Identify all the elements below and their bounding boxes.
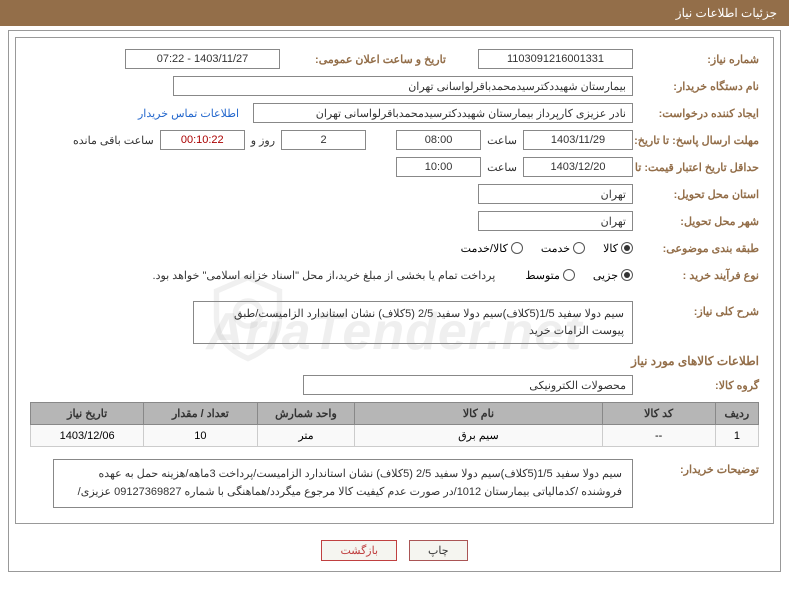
label-buyer-org: نام دستگاه خریدار: <box>639 80 759 93</box>
radio-label: کالا/خدمت <box>461 242 508 255</box>
cell-unit: متر <box>257 425 355 447</box>
content-panel: AriaTender.net شماره نیاز: 1103091216001… <box>15 37 774 524</box>
field-deadline-date: 1403/11/29 <box>523 130 633 150</box>
th-row: ردیف <box>715 403 758 425</box>
row-city: شهر محل تحویل: تهران <box>30 210 759 232</box>
footer-buttons: چاپ بازگشت <box>9 530 780 571</box>
payment-note: پرداخت تمام یا بخشی از مبلغ خرید،از محل … <box>153 269 496 282</box>
label-request-number: شماره نیاز: <box>639 53 759 66</box>
label-saat-2: ساعت <box>487 161 517 174</box>
label-announce-datetime: تاریخ و ساعت اعلان عمومی: <box>286 53 446 66</box>
cell-code: -- <box>602 425 715 447</box>
label-goods-group: گروه کالا: <box>639 379 759 392</box>
row-description: شرح کلی نیاز: سیم دولا سفید 1/5(5کلاف)سی… <box>30 301 759 344</box>
radio-icon <box>621 242 633 254</box>
label-category: طبقه بندی موضوعی: <box>639 242 759 255</box>
radio-group-process: جزیی متوسط <box>525 269 633 282</box>
field-announce-datetime: 1403/11/27 - 07:22 <box>125 49 280 69</box>
radio-category-service[interactable]: خدمت <box>541 242 585 255</box>
th-unit: واحد شمارش <box>257 403 355 425</box>
radio-category-both[interactable]: کالا/خدمت <box>461 242 523 255</box>
back-button[interactable]: بازگشت <box>321 540 397 561</box>
field-description: سیم دولا سفید 1/5(5کلاف)سیم دولا سفید 2/… <box>193 301 633 344</box>
radio-icon <box>621 269 633 281</box>
cell-name: سیم برق <box>355 425 602 447</box>
radio-label: متوسط <box>525 269 560 282</box>
page-title: جزئیات اطلاعات نیاز <box>676 6 777 20</box>
field-city: تهران <box>478 211 633 231</box>
field-buyer-notes: سیم دولا سفید 1/5(5کلاف)سیم دولا سفید 2/… <box>53 459 633 508</box>
radio-group-category: کالا خدمت کالا/خدمت <box>461 242 633 255</box>
label-process: نوع فرآیند خرید : <box>639 269 759 282</box>
print-button[interactable]: چاپ <box>409 540 468 561</box>
cell-date: 1403/12/06 <box>31 425 144 447</box>
radio-label: جزیی <box>593 269 618 282</box>
table-row: 1 -- سیم برق متر 10 1403/12/06 <box>31 425 759 447</box>
field-goods-group: محصولات الکترونیکی <box>303 375 633 395</box>
th-code: کد کالا <box>602 403 715 425</box>
row-process: نوع فرآیند خرید : جزیی متوسط پرداخت تمام… <box>30 264 759 286</box>
label-rooz: روز و <box>251 134 275 147</box>
th-qty: تعداد / مقدار <box>144 403 257 425</box>
field-deadline-time: 08:00 <box>396 130 481 150</box>
th-name: نام کالا <box>355 403 602 425</box>
field-requester: نادر عزیزی کارپرداز بیمارستان شهیددکترسی… <box>253 103 633 123</box>
radio-icon <box>563 269 575 281</box>
row-province: استان محل تحویل: تهران <box>30 183 759 205</box>
row-deadline: مهلت ارسال پاسخ: تا تاریخ: 1403/11/29 سا… <box>30 129 759 151</box>
cell-qty: 10 <box>144 425 257 447</box>
radio-icon <box>511 242 523 254</box>
th-date: تاریخ نیاز <box>31 403 144 425</box>
page-header: جزئیات اطلاعات نیاز <box>0 0 789 26</box>
field-time-remaining: 00:10:22 <box>160 130 245 150</box>
label-buyer-notes: توضیحات خریدار: <box>639 453 759 476</box>
radio-icon <box>573 242 585 254</box>
field-buyer-org: بیمارستان شهیددکترسیدمحمدباقرلواسانی تهر… <box>173 76 633 96</box>
row-category: طبقه بندی موضوعی: کالا خدمت کالا/خدمت <box>30 237 759 259</box>
cell-row: 1 <box>715 425 758 447</box>
label-deadline: مهلت ارسال پاسخ: تا تاریخ: <box>639 134 759 147</box>
field-days-remaining: 2 <box>281 130 366 150</box>
field-validity-date: 1403/12/20 <box>523 157 633 177</box>
row-requester: ایجاد کننده درخواست: نادر عزیزی کارپرداز… <box>30 102 759 124</box>
field-request-number: 1103091216001331 <box>478 49 633 69</box>
label-remaining: ساعت باقی مانده <box>73 134 154 147</box>
label-validity: حداقل تاریخ اعتبار قیمت: تا تاریخ: <box>639 161 759 174</box>
outer-panel: AriaTender.net شماره نیاز: 1103091216001… <box>8 30 781 572</box>
radio-label: خدمت <box>541 242 570 255</box>
table-header-row: ردیف کد کالا نام کالا واحد شمارش تعداد /… <box>31 403 759 425</box>
goods-table: ردیف کد کالا نام کالا واحد شمارش تعداد /… <box>30 402 759 447</box>
radio-process-minor[interactable]: جزیی <box>593 269 633 282</box>
label-city: شهر محل تحویل: <box>639 215 759 228</box>
radio-category-goods[interactable]: کالا <box>603 242 633 255</box>
row-buyer-org: نام دستگاه خریدار: بیمارستان شهیددکترسید… <box>30 75 759 97</box>
row-request-number: شماره نیاز: 1103091216001331 تاریخ و ساع… <box>30 48 759 70</box>
buyer-contact-link[interactable]: اطلاعات تماس خریدار <box>138 107 239 120</box>
radio-process-medium[interactable]: متوسط <box>525 269 575 282</box>
row-validity: حداقل تاریخ اعتبار قیمت: تا تاریخ: 1403/… <box>30 156 759 178</box>
row-buyer-notes: توضیحات خریدار: سیم دولا سفید 1/5(5کلاف)… <box>30 453 759 508</box>
field-validity-time: 10:00 <box>396 157 481 177</box>
section-goods-title: اطلاعات کالاهای مورد نیاز <box>30 354 759 368</box>
radio-label: کالا <box>603 242 618 255</box>
label-description: شرح کلی نیاز: <box>639 301 759 318</box>
label-requester: ایجاد کننده درخواست: <box>639 107 759 120</box>
label-province: استان محل تحویل: <box>639 188 759 201</box>
row-goods-group: گروه کالا: محصولات الکترونیکی <box>30 374 759 396</box>
label-saat-1: ساعت <box>487 134 517 147</box>
field-province: تهران <box>478 184 633 204</box>
